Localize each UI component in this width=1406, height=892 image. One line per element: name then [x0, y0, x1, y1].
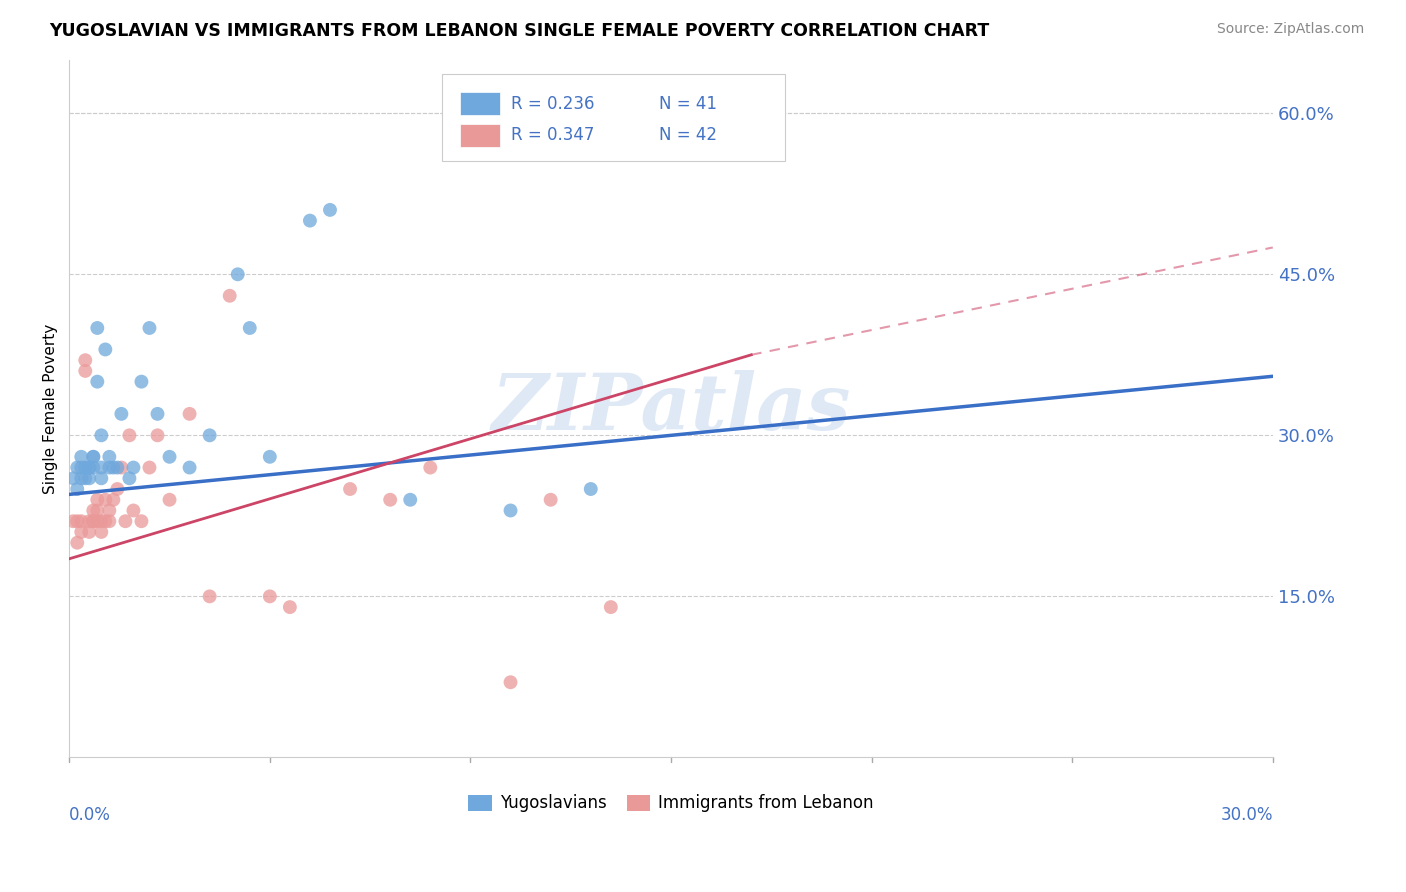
Point — [82, 460, 104, 475]
Point — [98, 460, 121, 475]
Text: 30.0%: 30.0% — [1220, 806, 1272, 824]
Point — [90, 514, 112, 528]
Point — [90, 524, 112, 539]
Text: YUGOSLAVIAN VS IMMIGRANTS FROM LEBANON SINGLE FEMALE POVERTY CORRELATION CHART: YUGOSLAVIAN VS IMMIGRANTS FROM LEBANON S… — [49, 22, 990, 40]
Point — [122, 503, 145, 517]
Point — [82, 514, 104, 528]
Point — [599, 600, 621, 615]
Point — [98, 450, 121, 464]
Point — [66, 514, 89, 528]
Point — [62, 514, 84, 528]
Point — [198, 590, 221, 604]
Point — [259, 450, 281, 464]
Point — [110, 407, 132, 421]
Y-axis label: Single Female Poverty: Single Female Poverty — [44, 324, 58, 493]
Point — [198, 428, 221, 442]
Point — [278, 600, 301, 615]
Point — [86, 321, 108, 335]
Point — [146, 407, 169, 421]
Point — [98, 514, 121, 528]
Point — [114, 514, 136, 528]
Point — [138, 460, 160, 475]
Point — [70, 460, 93, 475]
Text: N = 42: N = 42 — [659, 126, 717, 144]
Point — [499, 675, 522, 690]
Point — [579, 482, 602, 496]
Point — [70, 450, 93, 464]
Point — [86, 514, 108, 528]
Point — [218, 289, 240, 303]
Point — [79, 460, 101, 475]
Point — [75, 460, 97, 475]
Text: 0.0%: 0.0% — [69, 806, 111, 824]
Point — [90, 471, 112, 485]
Text: N = 41: N = 41 — [659, 95, 717, 112]
Point — [66, 535, 89, 549]
Point — [179, 460, 201, 475]
Point — [103, 460, 125, 475]
FancyBboxPatch shape — [443, 73, 786, 161]
Point — [70, 524, 93, 539]
Point — [79, 471, 101, 485]
Point — [298, 213, 321, 227]
Text: R = 0.347: R = 0.347 — [510, 126, 595, 144]
Point — [118, 471, 141, 485]
Point — [79, 524, 101, 539]
Point — [62, 471, 84, 485]
Point — [103, 492, 125, 507]
FancyBboxPatch shape — [460, 93, 501, 115]
Point — [94, 492, 117, 507]
Point — [66, 460, 89, 475]
Point — [118, 428, 141, 442]
Text: ZIPatlas: ZIPatlas — [491, 370, 851, 447]
Text: R = 0.236: R = 0.236 — [510, 95, 595, 112]
Point — [159, 492, 181, 507]
Point — [75, 471, 97, 485]
Point — [75, 353, 97, 368]
Point — [98, 503, 121, 517]
Point — [82, 514, 104, 528]
Point — [419, 460, 441, 475]
Point — [239, 321, 262, 335]
Point — [226, 268, 249, 282]
Point — [75, 364, 97, 378]
Point — [70, 514, 93, 528]
Point — [86, 503, 108, 517]
Point — [82, 503, 104, 517]
Point — [540, 492, 562, 507]
Point — [146, 428, 169, 442]
Point — [86, 375, 108, 389]
Point — [90, 428, 112, 442]
Point — [105, 482, 128, 496]
Point — [380, 492, 402, 507]
Point — [319, 202, 342, 217]
Point — [70, 471, 93, 485]
FancyBboxPatch shape — [460, 124, 501, 147]
Point — [499, 503, 522, 517]
Point — [131, 375, 153, 389]
Point — [94, 343, 117, 357]
Point — [79, 460, 101, 475]
Point — [82, 450, 104, 464]
Legend: Yugoslavians, Immigrants from Lebanon: Yugoslavians, Immigrants from Lebanon — [461, 788, 880, 819]
Point — [110, 460, 132, 475]
Point — [94, 514, 117, 528]
Point — [82, 450, 104, 464]
Point — [179, 407, 201, 421]
Point — [86, 492, 108, 507]
Point — [138, 321, 160, 335]
Point — [105, 460, 128, 475]
Point — [339, 482, 361, 496]
Point — [399, 492, 422, 507]
Point — [259, 590, 281, 604]
Point — [159, 450, 181, 464]
Point — [79, 514, 101, 528]
Point — [66, 482, 89, 496]
Text: Source: ZipAtlas.com: Source: ZipAtlas.com — [1216, 22, 1364, 37]
Point — [90, 460, 112, 475]
Point — [122, 460, 145, 475]
Point — [131, 514, 153, 528]
